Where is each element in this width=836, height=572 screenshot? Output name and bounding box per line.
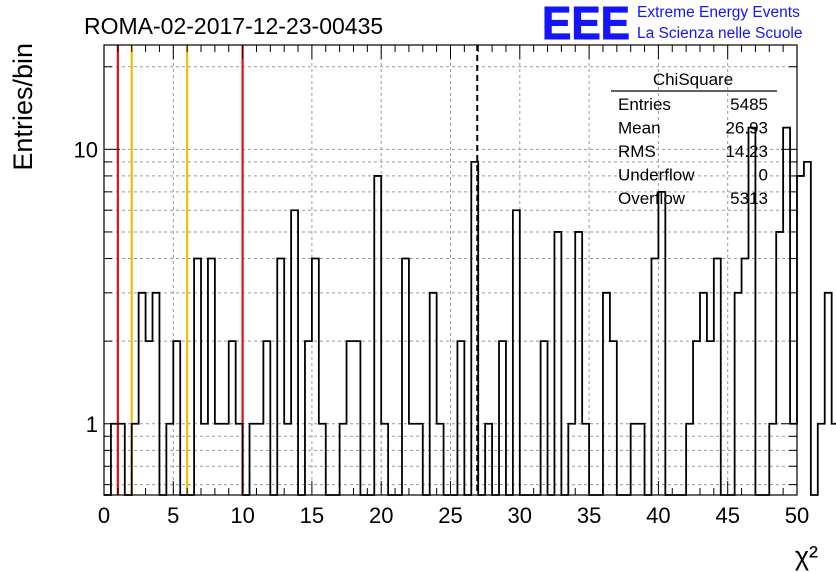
stats-value: 26.93 (725, 119, 768, 138)
stats-title: ChiSquare (653, 70, 733, 89)
stats-value: 14.23 (725, 142, 768, 161)
x-tick-label: 40 (646, 503, 670, 528)
x-tick-label: 0 (98, 503, 110, 528)
stats-label: Overflow (618, 189, 686, 208)
marker-lines (116, 45, 479, 495)
x-tick-label: 10 (230, 503, 254, 528)
stats-label: Entries (618, 95, 671, 114)
axis-ticks (103, 45, 798, 495)
eee-logo: EEE Extreme Energy Events La Scienza nel… (542, 0, 803, 50)
grid-lines (104, 45, 797, 495)
x-tick-label: 25 (438, 503, 462, 528)
stats-value: 5485 (730, 95, 768, 114)
y-axis-label: Entries/bin (8, 43, 38, 171)
plot-area: ChiSquare Entries 5485 Mean 26.93 RMS 14.23 Un… (74, 44, 836, 528)
y-tick-label: 1 (86, 412, 98, 437)
x-tick-label: 35 (577, 503, 601, 528)
x-tick-label: 45 (715, 503, 739, 528)
x-tick-label: 50 (785, 503, 809, 528)
histogram-series (104, 126, 836, 496)
y-tick-label: 10 (74, 137, 98, 162)
chart-title: ROMA-02-2017-12-23-00435 (84, 13, 383, 39)
x-tick-label: 15 (300, 503, 324, 528)
logo-mark: EEE (542, 0, 630, 49)
stats-label: Mean (618, 119, 661, 138)
x-tick-label: 30 (508, 503, 532, 528)
stats-label: Underflow (618, 166, 695, 185)
stats-label: RMS (618, 142, 656, 161)
stats-value: 5313 (730, 189, 768, 208)
x-tick-label: 20 (369, 503, 393, 528)
logo-line1: Extreme Energy Events (637, 4, 800, 21)
stats-box: ChiSquare Entries 5485 Mean 26.93 RMS 14.23 Un… (611, 70, 777, 208)
x-axis-label: χ² (795, 541, 818, 571)
tick-labels: 0 5 10 15 20 25 30 35 40 45 50 1 10 (74, 137, 810, 528)
stats-value: 0 (759, 166, 768, 185)
logo-line2: La Scienza nelle Scuole (637, 25, 802, 42)
x-tick-label: 5 (167, 503, 179, 528)
